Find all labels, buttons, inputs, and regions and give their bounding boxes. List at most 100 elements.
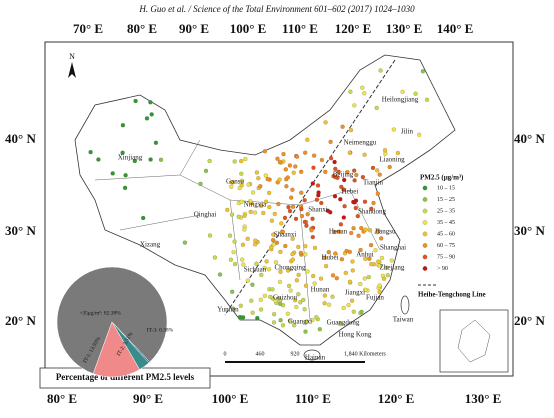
station-dot [110, 171, 115, 176]
scale-label: 1,840 Kilometers [344, 351, 386, 357]
station-dot [305, 269, 310, 274]
province-label: Beijing [333, 171, 354, 179]
station-dot [248, 209, 253, 214]
station-dot [319, 157, 324, 163]
station-dot [379, 255, 385, 261]
station-dot [298, 300, 303, 305]
station-dot [239, 159, 244, 164]
station-dot [367, 256, 372, 261]
scale-label: 460 [256, 351, 265, 357]
station-dot [281, 152, 286, 157]
station-dot [337, 229, 342, 234]
scale-label: 920 [291, 351, 300, 357]
province-label: Hong Kong [339, 331, 372, 339]
station-dot [242, 227, 247, 232]
province-label: Hebei [342, 188, 359, 196]
station-dot [262, 265, 267, 270]
station-dot [299, 213, 305, 219]
station-dot [273, 260, 279, 265]
heihe-tengchong-line [224, 59, 396, 316]
station-dot [262, 149, 267, 154]
station-dot [356, 233, 361, 238]
station-dot [312, 281, 317, 286]
right-latitude-label: 20° N [514, 313, 545, 328]
left-latitude-label: 20° N [5, 313, 36, 328]
station-dot [256, 176, 261, 181]
station-dot [304, 319, 309, 324]
station-dot [272, 211, 277, 216]
station-dot [377, 289, 382, 294]
legend-title: PM2.5 (μg/m³) [420, 174, 464, 182]
station-dot [424, 97, 430, 102]
station-dot [277, 160, 282, 165]
station-dot [290, 257, 295, 262]
station-dot [277, 279, 283, 284]
station-dot [269, 245, 274, 250]
station-dot [309, 228, 314, 233]
legend-swatch [422, 197, 428, 202]
station-dot [340, 124, 345, 129]
station-dot [267, 205, 272, 210]
station-dot [375, 230, 380, 235]
station-dot [384, 265, 389, 270]
station-dot [258, 184, 263, 189]
station-dot [237, 186, 242, 191]
province-label: Shanxi [308, 206, 328, 214]
station-dot [246, 182, 251, 187]
station-dot [316, 190, 321, 195]
station-dot [333, 166, 338, 171]
north-label: N [69, 52, 75, 61]
province-label: Guangxi [288, 318, 312, 326]
station-dot [265, 177, 270, 182]
station-dot [258, 297, 263, 302]
station-dot [305, 137, 310, 142]
station-dot [239, 171, 244, 176]
station-dot [228, 257, 233, 262]
station-dot [377, 263, 382, 268]
station-dot [240, 242, 246, 247]
station-dot [362, 152, 367, 157]
station-dot [232, 239, 237, 244]
station-dot [287, 283, 292, 288]
station-dot [317, 327, 322, 332]
station-dot [339, 257, 344, 262]
station-dot [298, 250, 303, 255]
station-dot [277, 177, 282, 182]
bottom-longitude-label: 130° E [465, 391, 502, 406]
station-dot [375, 168, 380, 173]
station-dot [312, 245, 318, 250]
station-dot [231, 250, 236, 255]
top-longitude-label: 100° E [230, 21, 267, 36]
right-latitude-label: 40° N [514, 131, 545, 146]
station-dot [268, 294, 273, 299]
station-dot [311, 165, 316, 170]
hainan-island [303, 349, 321, 361]
left-latitude-label: 40° N [5, 131, 36, 146]
top-longitude-label: 120° E [335, 21, 372, 36]
station-dot [295, 154, 300, 159]
station-dot [133, 98, 138, 104]
station-dot [290, 187, 295, 192]
province-label: Guangdong [327, 319, 360, 327]
station-dot [287, 318, 293, 323]
station-dot [350, 259, 355, 264]
station-dot [227, 233, 233, 238]
station-dot [347, 150, 352, 155]
station-dot [360, 175, 365, 180]
station-dot [333, 251, 338, 256]
station-dot [182, 240, 187, 245]
station-dot [369, 243, 374, 248]
station-dot [285, 175, 290, 180]
station-dot [230, 289, 235, 294]
station-dot [217, 272, 223, 277]
station-dot [232, 159, 237, 164]
station-dot [346, 303, 351, 308]
station-dot [353, 205, 358, 211]
station-dot [324, 264, 329, 269]
province-label: Anhui [356, 251, 374, 259]
station-dot [345, 170, 350, 175]
station-dot [378, 68, 383, 73]
legend-label: 25 – 35 [437, 208, 455, 214]
station-dot [261, 210, 266, 216]
pie-label: >35μg/m³: 82.38% [79, 310, 121, 316]
